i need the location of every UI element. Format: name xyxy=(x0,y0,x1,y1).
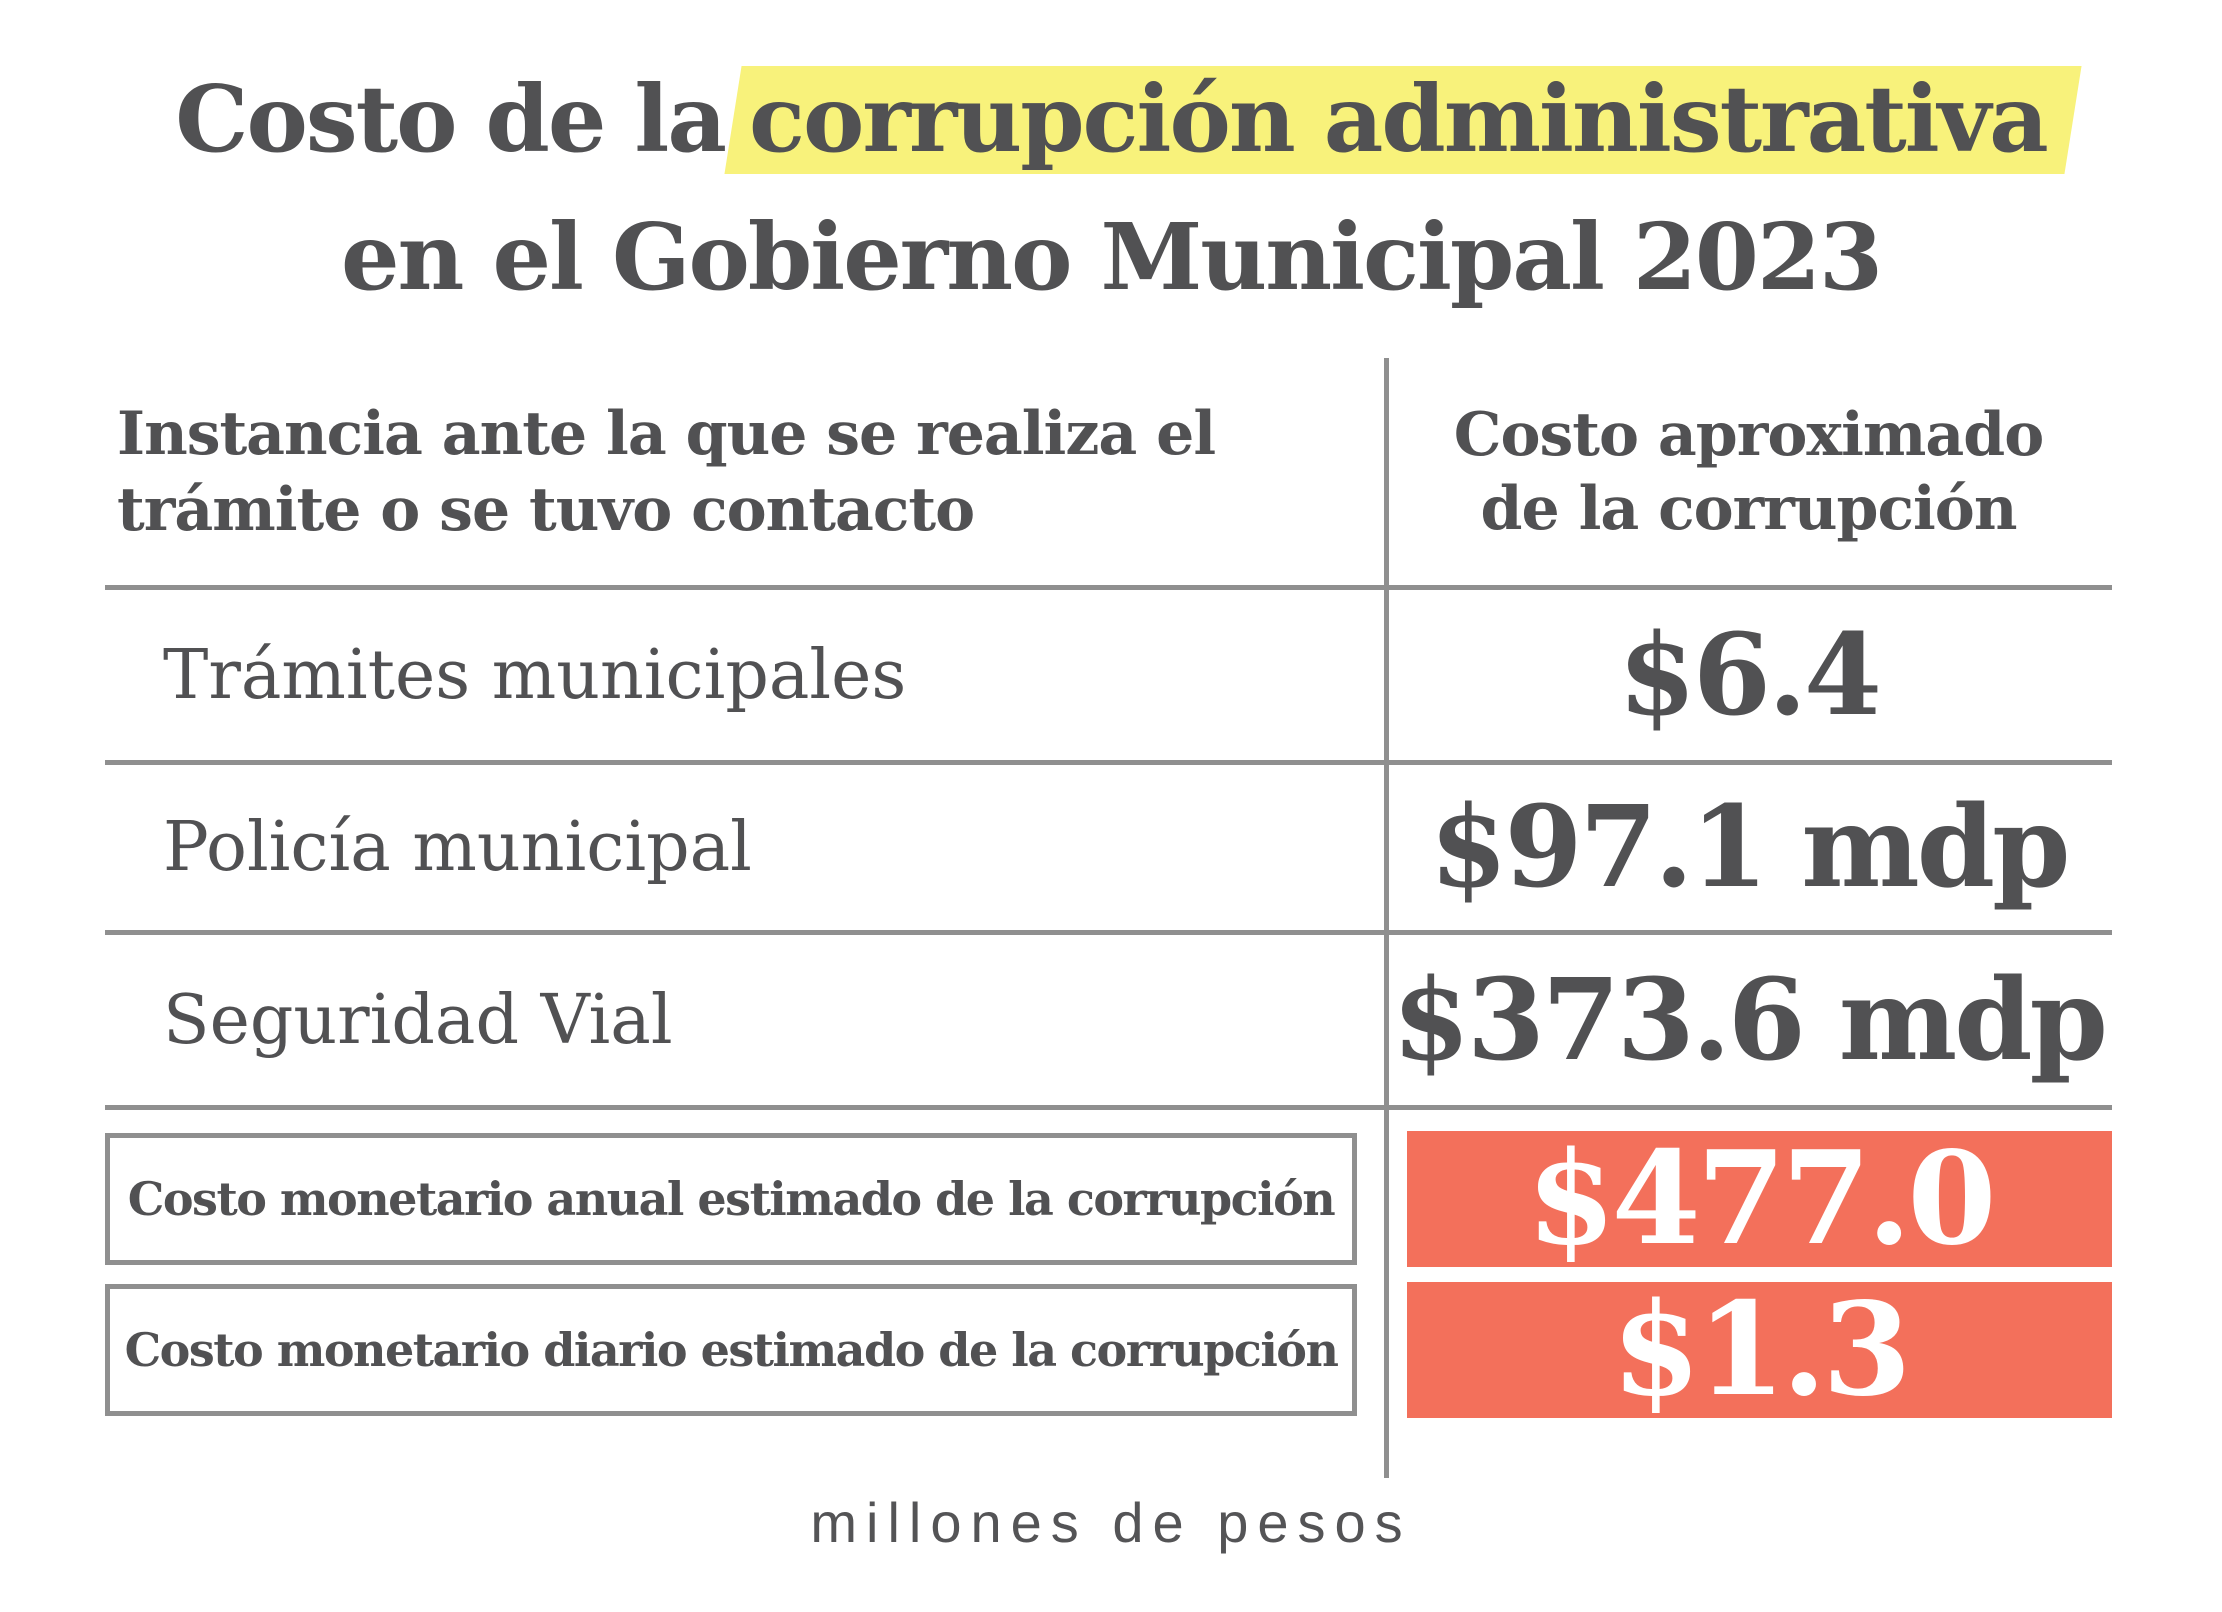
table-row: Policía municipal $97.1 mdp xyxy=(105,765,2112,935)
summary-value-daily: $1.3 xyxy=(1407,1275,2112,1425)
title-line-1: Costo de la corrupción administrativa xyxy=(0,50,2222,188)
column-header-costo-line1: Costo aproximado xyxy=(1453,399,2045,470)
table-row: Seguridad Vial $373.6 mdp xyxy=(105,935,2112,1110)
summary-label-annual: Costo monetario anual estimado de la cor… xyxy=(105,1133,1357,1265)
title-line1-highlight-text: corrupción administrativa xyxy=(748,65,2049,173)
summary-label-daily: Costo monetario diario estimado de la co… xyxy=(105,1284,1357,1416)
column-header-instancia: Instancia ante la que se realiza el trám… xyxy=(105,396,1385,548)
table-header-row: Instancia ante la que se realiza el trám… xyxy=(105,358,2112,590)
corruption-cost-table: Instancia ante la que se realiza el trám… xyxy=(105,358,2112,1478)
column-divider-line xyxy=(1384,358,1389,1478)
column-header-costo: Costo aproximado de la corrupción xyxy=(1385,398,2112,546)
units-note: millones de pesos xyxy=(810,1491,1412,1554)
summary-row-daily: Costo monetario diario estimado de la co… xyxy=(105,1275,2112,1425)
table-row: Trámites municipales $6.4 xyxy=(105,590,2112,765)
row-label-tramites-municipales: Trámites municipales xyxy=(163,635,907,715)
column-header-instancia-line2: trámite o se tuvo contacto xyxy=(117,474,975,545)
title-line1-pre: Costo de la xyxy=(175,65,727,173)
page-title: Costo de la corrupción administrativa en … xyxy=(0,0,2222,326)
title-line-2: en el Gobierno Municipal 2023 xyxy=(341,203,1883,311)
row-label-policia-municipal: Policía municipal xyxy=(163,808,752,887)
column-header-costo-line2: de la corrupción xyxy=(1480,473,2018,544)
row-value-policia-municipal: $97.1 mdp xyxy=(1429,782,2071,913)
summary-row-annual: Costo monetario anual estimado de la cor… xyxy=(105,1124,2112,1274)
column-header-instancia-line1: Instancia ante la que se realiza el xyxy=(117,398,1216,469)
title-highlight: corrupción administrativa xyxy=(724,50,2082,188)
row-label-seguridad-vial: Seguridad Vial xyxy=(163,980,673,1060)
row-value-seguridad-vial: $373.6 mdp xyxy=(1392,954,2108,1086)
row-value-tramites-municipales: $6.4 xyxy=(1618,609,1882,741)
summary-value-annual: $477.0 xyxy=(1407,1124,2112,1274)
